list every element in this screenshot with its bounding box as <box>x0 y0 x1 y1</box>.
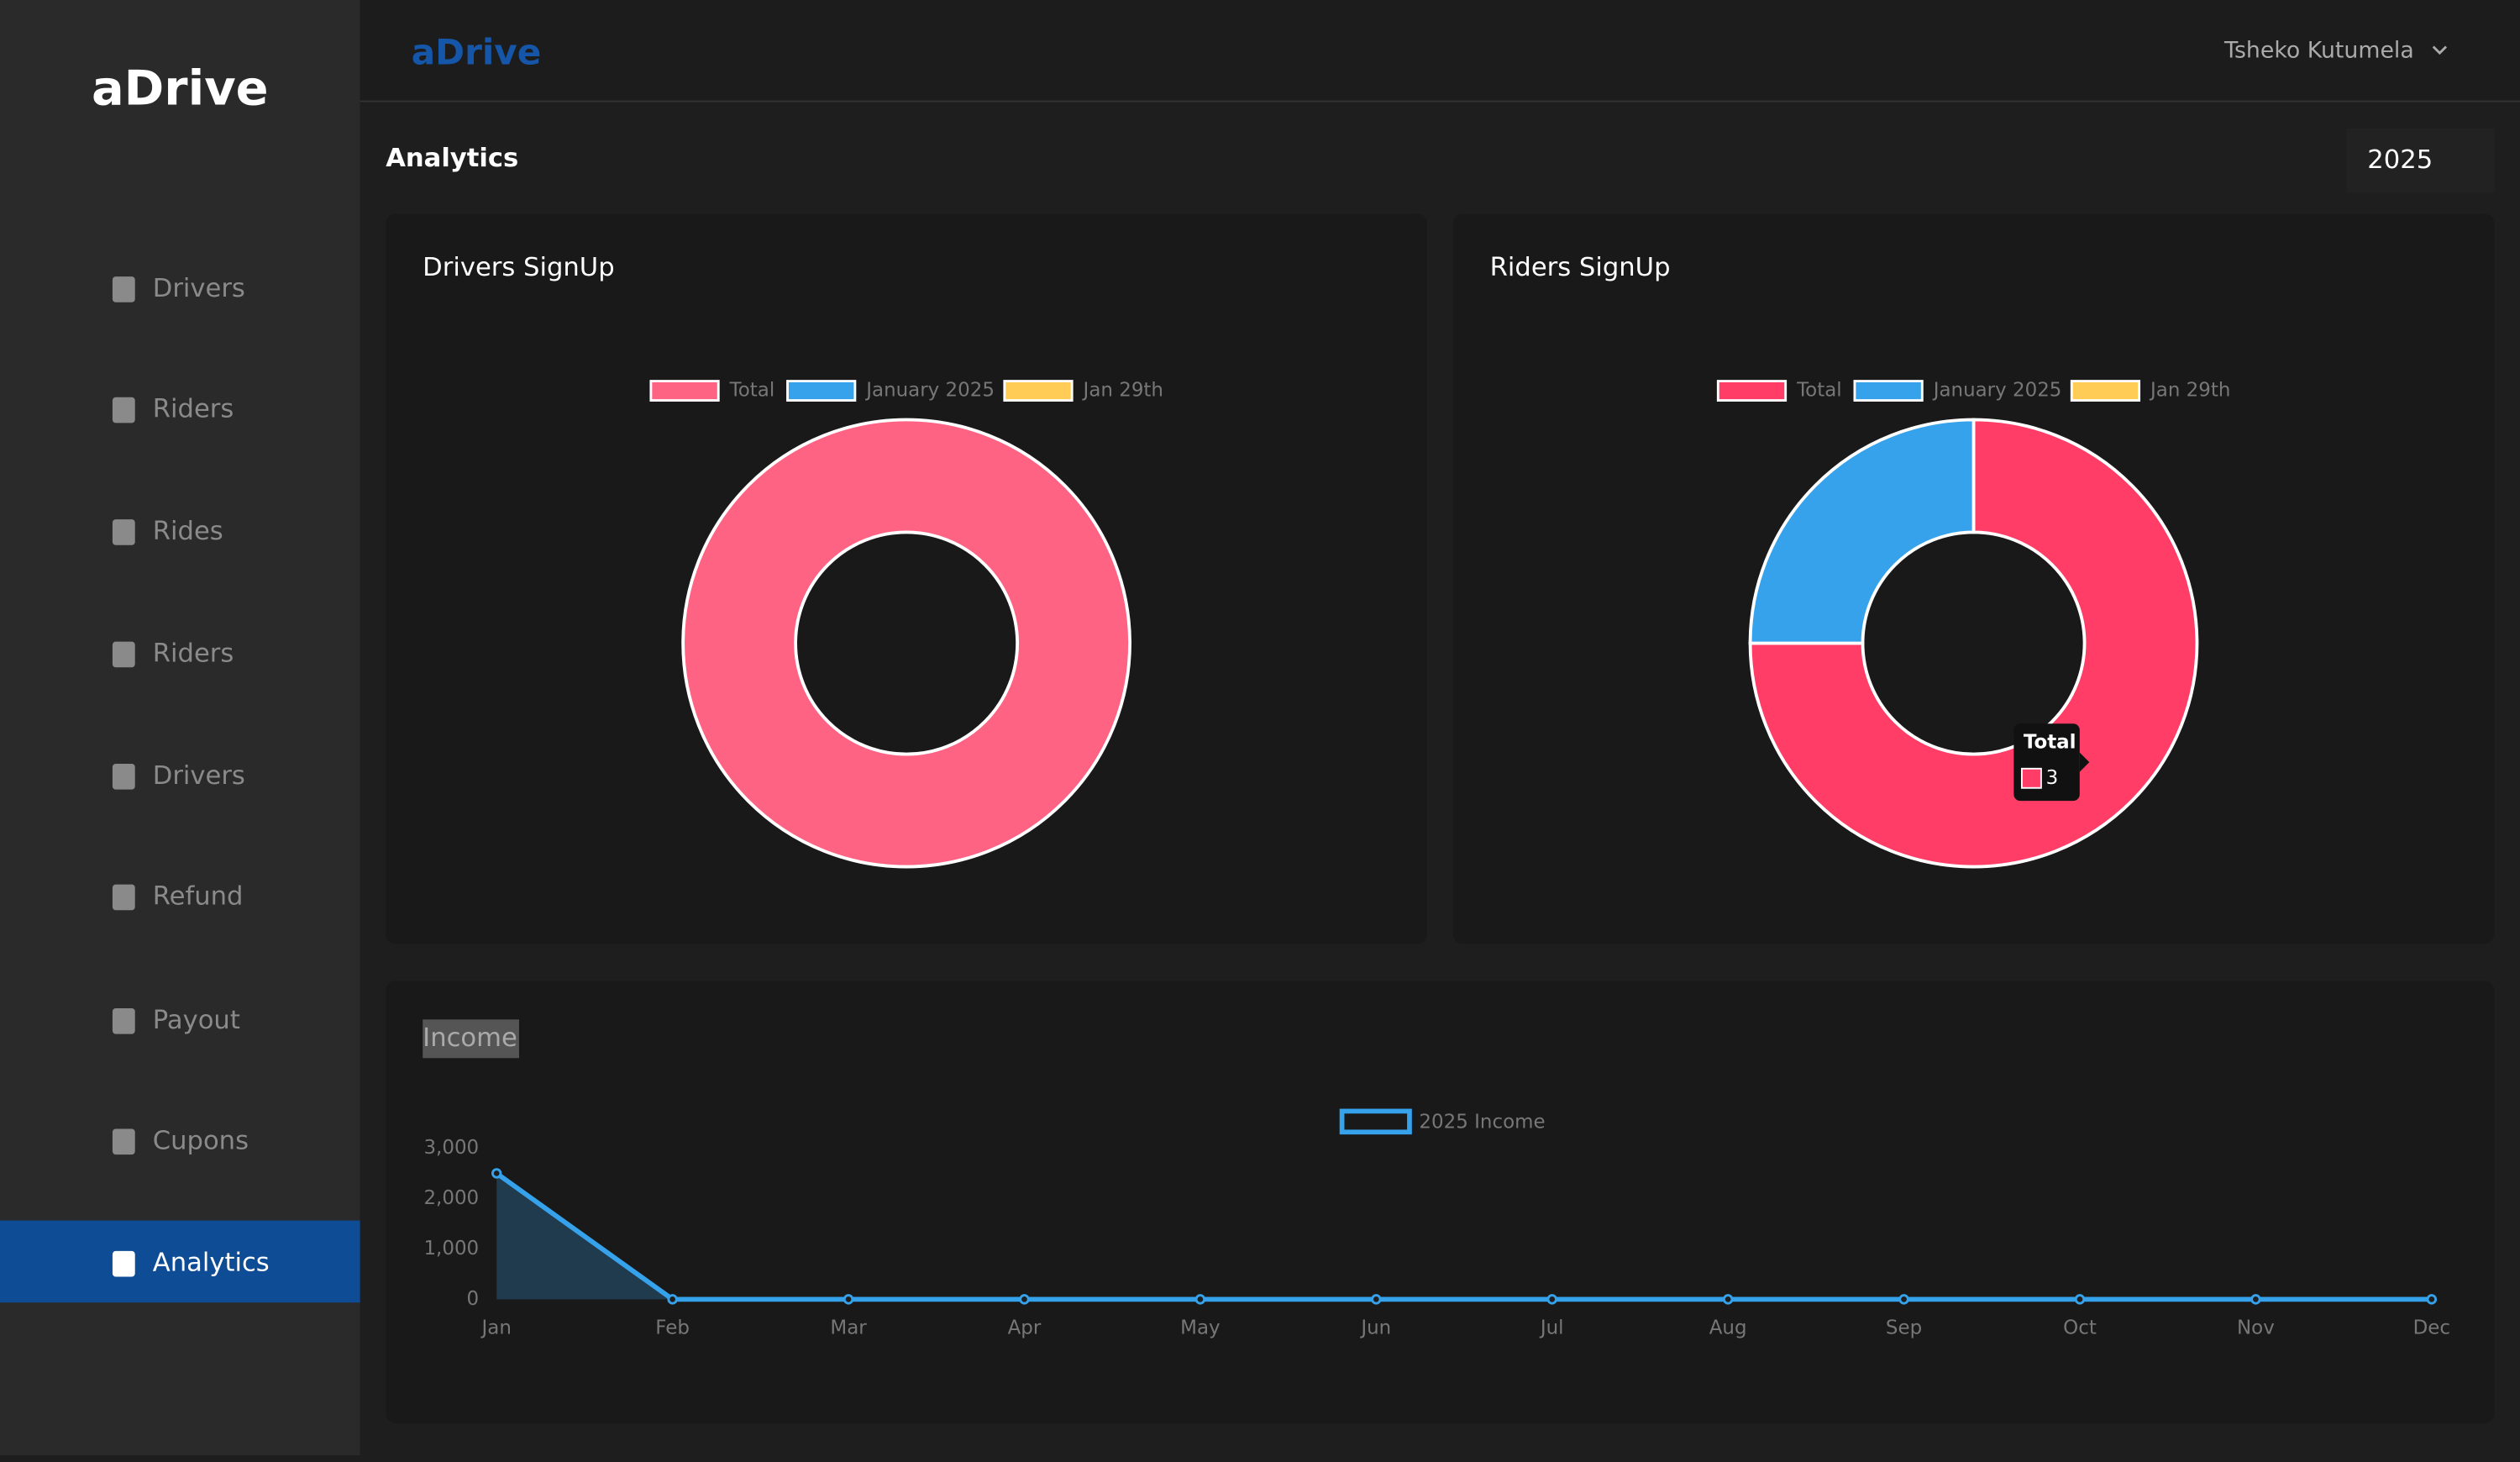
legend-label: January 2025 <box>864 380 995 402</box>
nav-icon[interactable] <box>112 641 135 668</box>
nav-icon[interactable] <box>112 519 135 545</box>
x-tick-label: Nov <box>2237 1317 2275 1338</box>
user-chevron[interactable] <box>2432 45 2448 55</box>
legend-label: 2025 Income <box>1419 1111 1545 1133</box>
tooltip-caret <box>2079 752 2090 772</box>
legend-label: Jan 29th <box>2149 380 2230 402</box>
nav-icon[interactable] <box>112 884 135 911</box>
point <box>1194 1294 1206 1305</box>
nav-icon[interactable] <box>112 764 135 790</box>
x-tick-label: Mar <box>830 1317 867 1338</box>
legend-label: Jan 29th <box>1082 380 1163 402</box>
y-tick-label: 3,000 <box>423 1137 479 1159</box>
nav-icon[interactable] <box>112 1128 135 1155</box>
point <box>1722 1294 1734 1305</box>
card <box>1452 213 2495 944</box>
nav-icon[interactable] <box>112 1250 135 1277</box>
x-tick-label: Jul <box>1539 1317 1564 1338</box>
title-highlight <box>423 1019 519 1059</box>
nav-label[interactable]: Cupons <box>153 1126 249 1155</box>
nav-label[interactable]: Analytics <box>153 1249 270 1278</box>
point <box>491 1168 502 1179</box>
legend-swatch <box>1339 1108 1412 1135</box>
active-nav <box>0 1220 360 1303</box>
legend-swatch <box>1716 380 1788 402</box>
x-tick-label: Dec <box>2413 1317 2450 1338</box>
tooltip-swatch <box>2020 767 2042 789</box>
nav-label[interactable]: Drivers <box>153 761 245 791</box>
x-tick-label: May <box>1180 1317 1220 1338</box>
legend-swatch <box>2070 380 2141 402</box>
point <box>1546 1294 1557 1305</box>
legend-label: Total <box>729 380 775 402</box>
card <box>386 981 2495 1423</box>
x-tick-label: Feb <box>655 1317 690 1338</box>
year-value[interactable]: 2025 <box>2367 145 2433 175</box>
legend-label: January 2025 <box>1932 380 2062 402</box>
y-tick-label: 2,000 <box>423 1187 479 1209</box>
x-tick-label: Oct <box>2063 1317 2097 1338</box>
nav-icon[interactable] <box>112 397 135 423</box>
point <box>2074 1294 2086 1305</box>
page-title: Analytics <box>386 144 518 173</box>
header-brand[interactable]: aDrive <box>412 32 541 73</box>
card <box>386 213 1428 944</box>
nav-icon[interactable] <box>112 276 135 302</box>
x-tick-label: Apr <box>1008 1317 1042 1338</box>
point <box>1898 1294 1909 1305</box>
tooltip-value: 3 <box>2046 767 2059 789</box>
point <box>2426 1294 2438 1305</box>
legend-swatch <box>1853 380 1924 402</box>
x-tick-label: Aug <box>1709 1317 1747 1338</box>
point <box>843 1294 854 1305</box>
point <box>2250 1294 2261 1305</box>
legend-swatch <box>649 380 720 402</box>
year-select[interactable] <box>2346 129 2495 193</box>
donut-segment <box>1748 418 2199 869</box>
line <box>495 1171 2432 1302</box>
x-tick-label: Jun <box>1359 1317 1391 1338</box>
nav-label[interactable]: Drivers <box>153 274 245 303</box>
chart-title: Riders SignUp <box>1490 253 1671 282</box>
header <box>360 0 2520 102</box>
point <box>1019 1294 1030 1305</box>
sidebar-brand: aDrive <box>92 60 269 117</box>
nav-label[interactable]: Riders <box>153 639 234 668</box>
point <box>1371 1294 1382 1305</box>
legend-label: Total <box>1796 380 1842 402</box>
nav-label[interactable]: Rides <box>153 517 223 546</box>
nav-label[interactable]: Payout <box>153 1006 240 1035</box>
chart-title: Income <box>423 1023 517 1053</box>
chart-title: Drivers SignUp <box>423 253 614 282</box>
point <box>667 1294 678 1305</box>
legend-swatch <box>786 380 857 402</box>
donut-segment <box>681 418 1131 869</box>
x-tick-label: Jan <box>480 1317 512 1338</box>
legend-swatch <box>1003 380 1074 402</box>
x-tick-label: Sep <box>1886 1317 1922 1338</box>
user-name[interactable]: Tsheko Kutumela <box>2223 38 2414 64</box>
nav-icon[interactable] <box>112 1007 135 1034</box>
nav-label[interactable]: Riders <box>153 395 234 424</box>
y-tick-label: 1,000 <box>423 1238 479 1260</box>
y-tick-label: 0 <box>467 1288 480 1310</box>
sidebar <box>0 0 360 1455</box>
nav-label[interactable]: Refund <box>153 881 244 911</box>
donut-segment <box>1748 418 1976 645</box>
tooltip-title: Total <box>2024 732 2076 754</box>
